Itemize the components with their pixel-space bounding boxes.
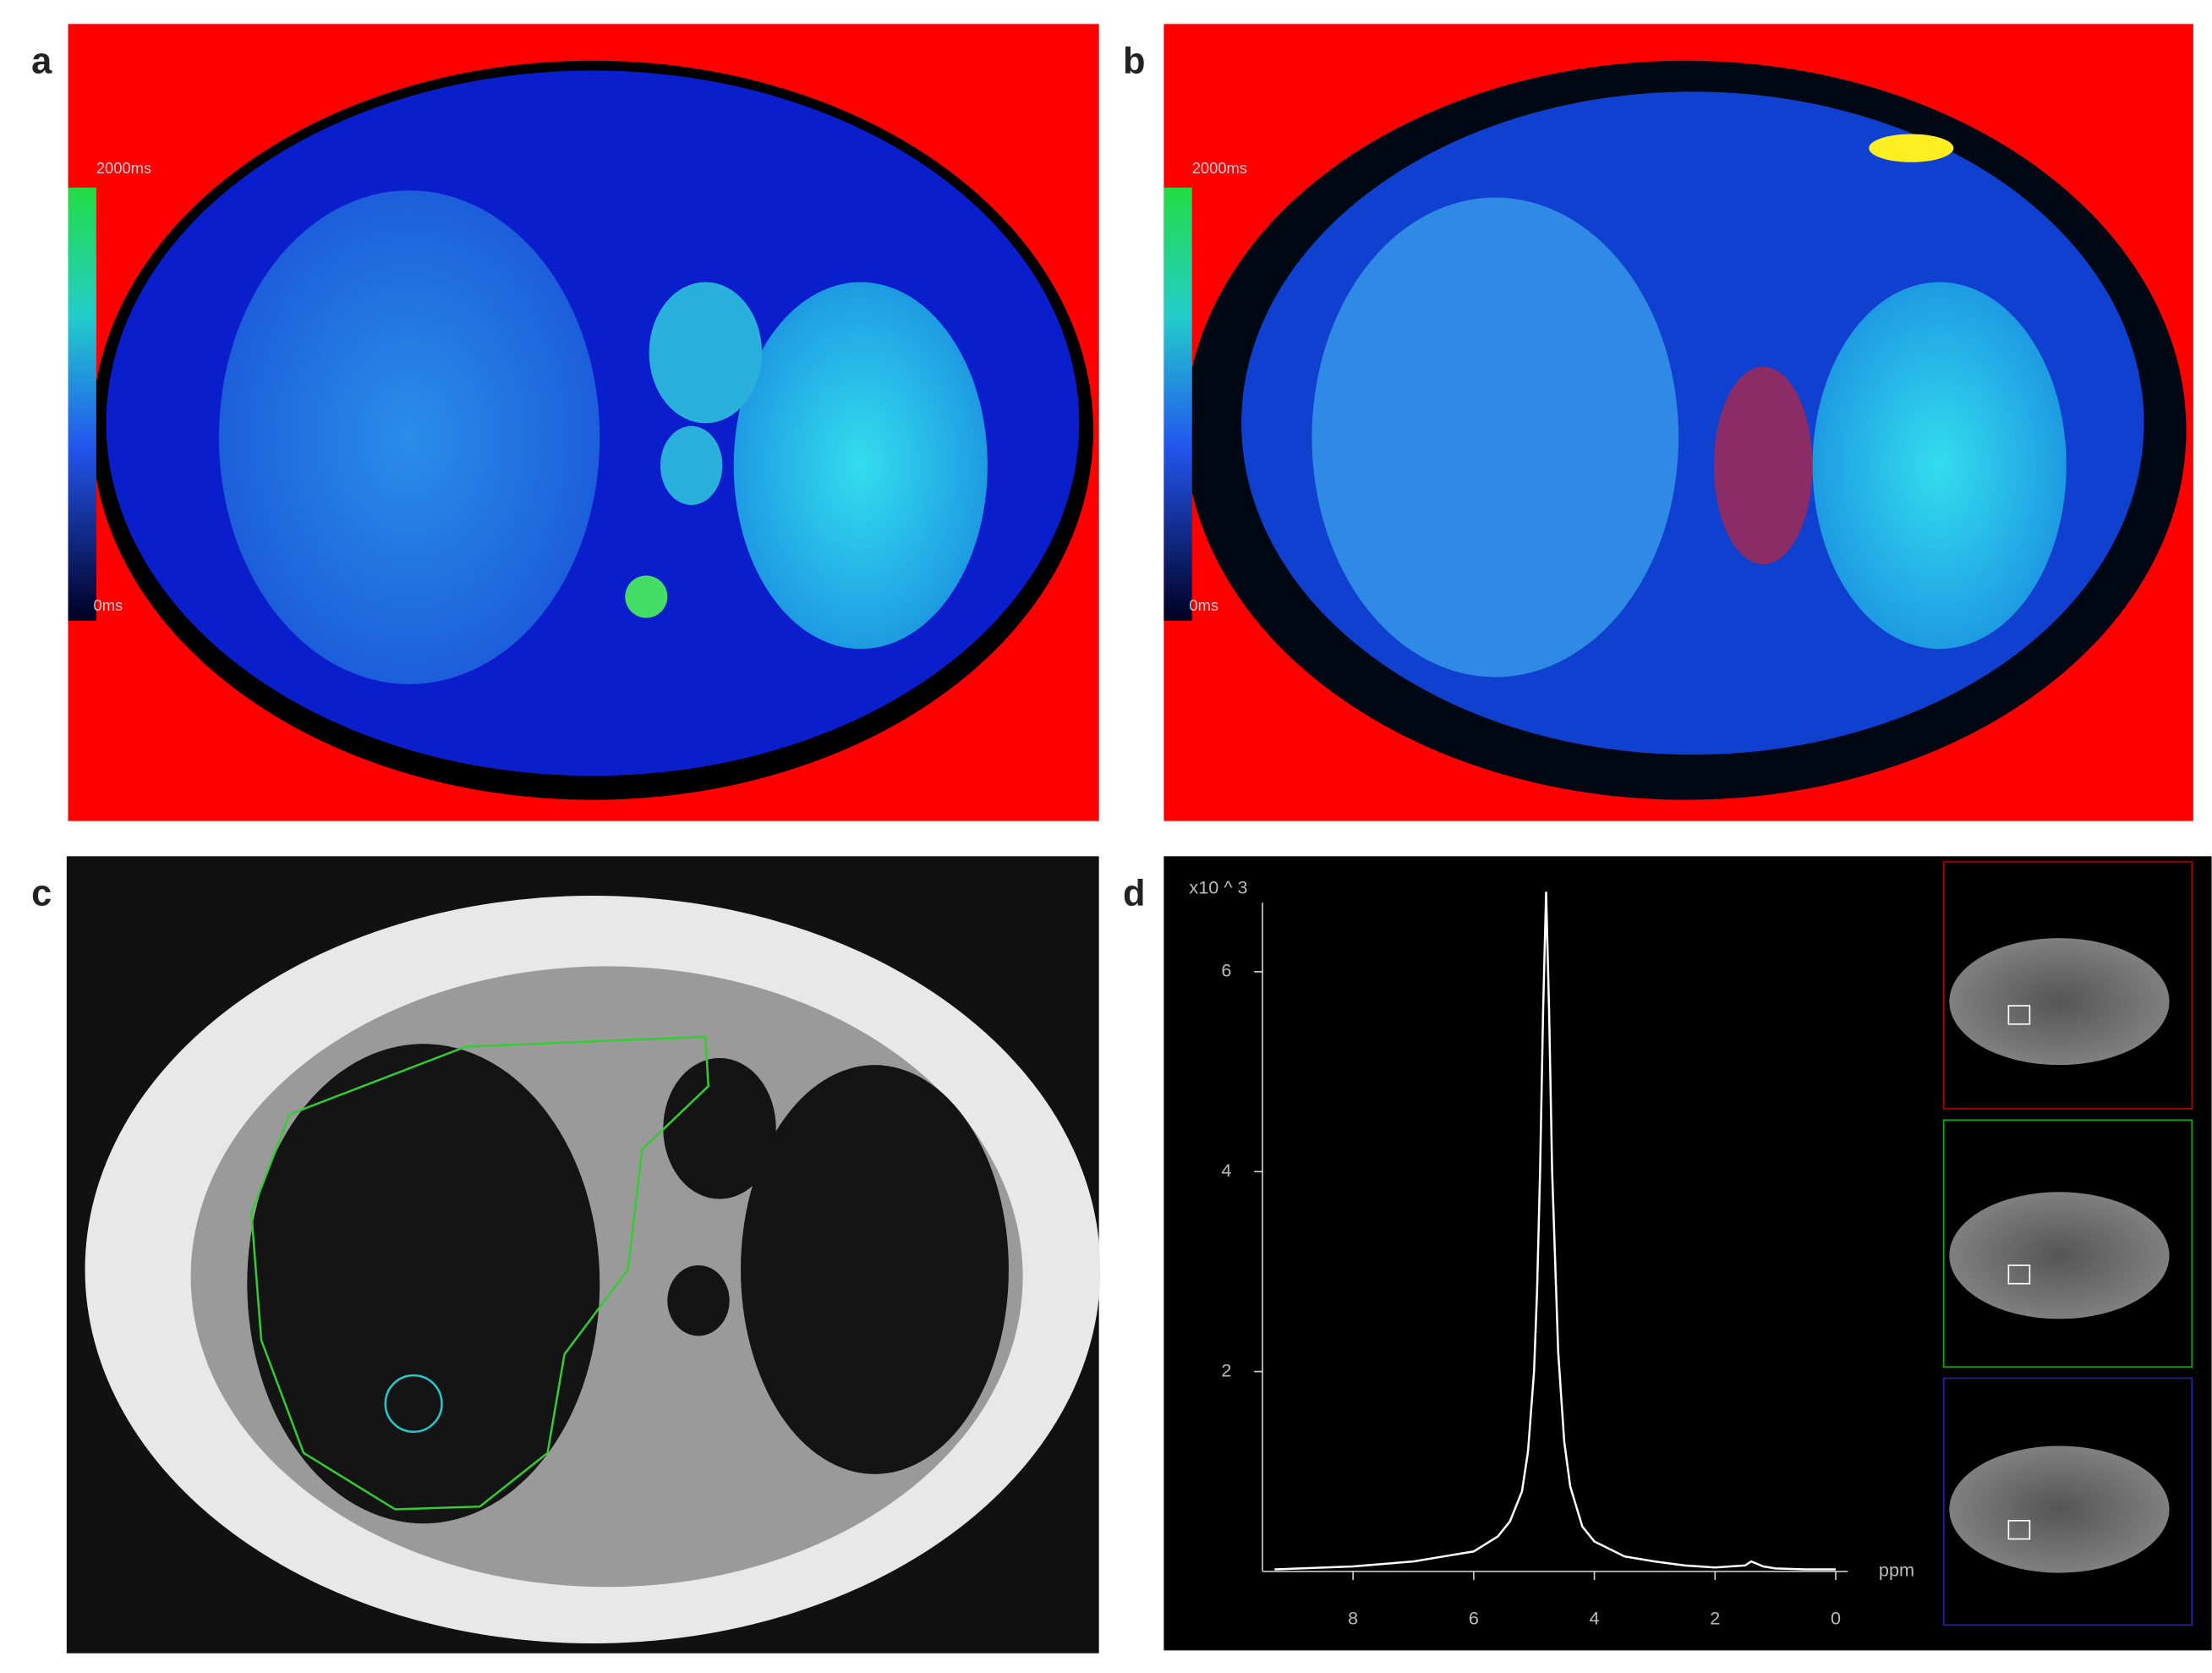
vessels	[1713, 366, 1813, 565]
color-bar	[1163, 187, 1192, 621]
scale-max: 2000ms	[1192, 159, 1247, 177]
liver	[247, 1044, 600, 1524]
scale-min: 0ms	[94, 596, 123, 614]
scale-min: 0ms	[1189, 596, 1218, 614]
thumbnail-image	[1949, 1192, 2170, 1319]
panel-b: b 2000ms 0ms	[1123, 24, 2193, 821]
scale-max: 2000ms	[96, 159, 151, 177]
voxel-box	[2007, 1005, 2031, 1025]
spleen	[733, 282, 988, 650]
roi-circle	[384, 1374, 443, 1434]
x-tick-label: 0	[1831, 1607, 1841, 1628]
panel-label: b	[1123, 41, 1146, 82]
y-tick-label: 4	[1221, 1160, 1231, 1181]
stomach	[649, 282, 763, 424]
voxel-box	[2007, 1520, 2031, 1540]
x-axis-label: ppm	[1879, 1560, 1914, 1581]
x-tick-label: 2	[1710, 1607, 1720, 1628]
panel-c: c	[31, 856, 1101, 1654]
panel-a: a 2000ms 0ms	[31, 24, 1099, 821]
thumbnail-image	[1949, 1445, 2170, 1573]
aorta	[660, 425, 723, 506]
y-tick-label: 2	[1221, 1359, 1231, 1380]
y-unit: x10 ^ 3	[1189, 876, 1247, 897]
panel-d: d x10 ^ 3 ppm 2 4 6 8 6 4 2 0	[1123, 856, 2212, 1651]
voxel-box	[2007, 1264, 2031, 1285]
thumbnail-image	[1949, 938, 2170, 1066]
thumbnails	[1942, 861, 2193, 1626]
vertebra	[625, 575, 668, 618]
panel-label: d	[1123, 874, 1146, 914]
aorta	[667, 1265, 730, 1336]
liver	[218, 190, 600, 684]
spleen	[1812, 282, 2067, 650]
color-bar	[68, 187, 96, 621]
y-tick-label: 6	[1221, 960, 1231, 981]
spectrum-line	[1274, 891, 1836, 1571]
stomach	[663, 1057, 776, 1199]
liver	[1311, 197, 1679, 677]
x-tick-label: 8	[1348, 1607, 1358, 1628]
fat	[1869, 134, 1954, 162]
spleen	[741, 1065, 1009, 1474]
panel-label: a	[31, 41, 52, 82]
x-tick-label: 4	[1590, 1607, 1600, 1628]
x-tick-label: 6	[1469, 1607, 1479, 1628]
liver-contour	[250, 1035, 709, 1511]
panel-label: c	[31, 874, 52, 914]
